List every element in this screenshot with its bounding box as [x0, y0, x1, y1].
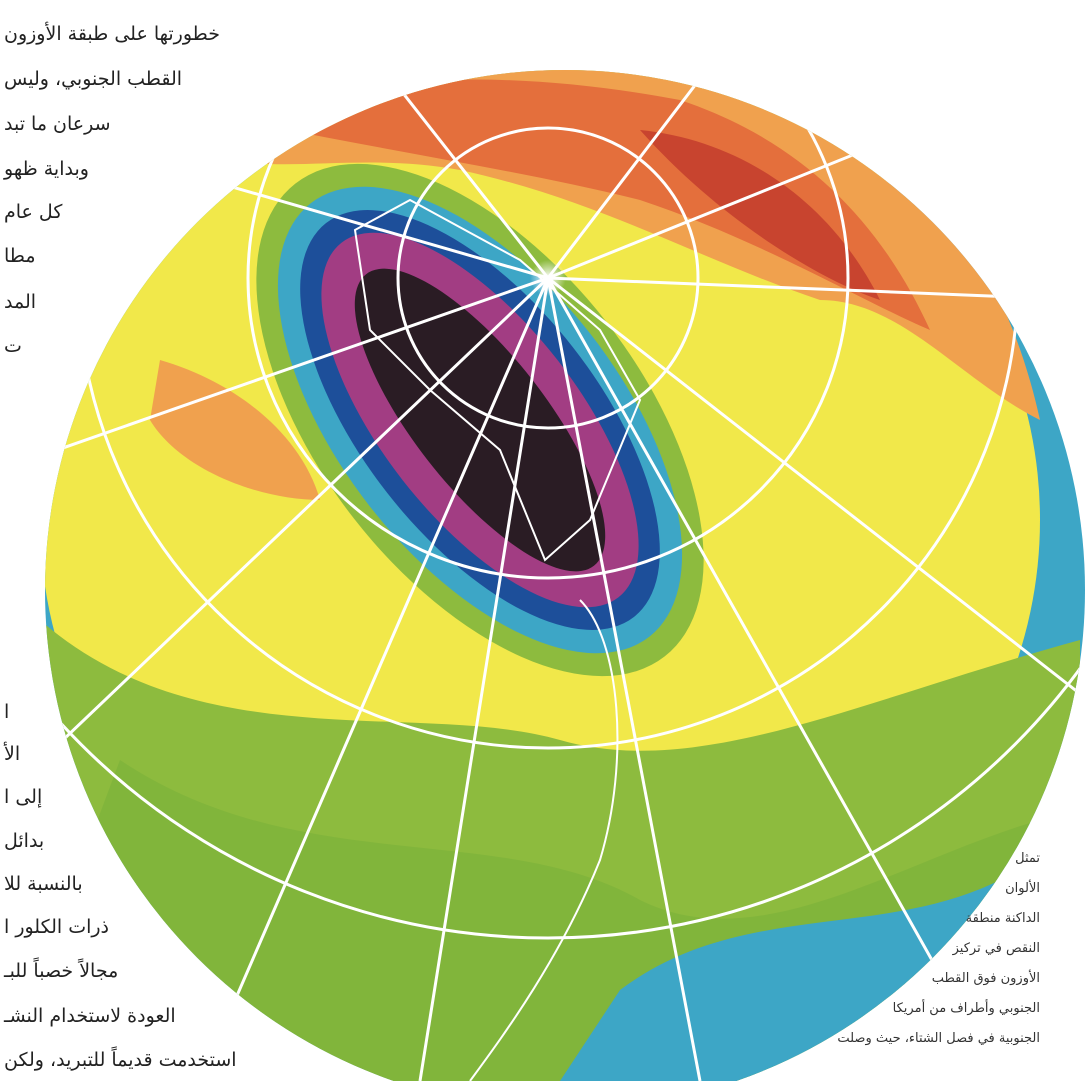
- caption-line: الأوزون فوق القطب: [932, 969, 1040, 986]
- column-line: خطورتها على طبقة الأوزون: [4, 22, 220, 45]
- column-line: ا: [4, 701, 9, 723]
- caption-line: النقص في تركيز: [952, 941, 1040, 956]
- figure-caption: تمثل الألوان الداكنة منطقة النقص في تركيز ال…: [837, 851, 1040, 1046]
- column-line: مطا: [4, 245, 36, 267]
- column-line: الأ: [3, 742, 20, 765]
- column-line: القطب الجنوبي، وليس: [4, 68, 182, 90]
- caption-line: الجنوبية في فصل الشتاء، حيث وصلت: [837, 1031, 1040, 1046]
- caption-line: الداكنة منطقة: [966, 911, 1040, 926]
- column-line: إلى ا: [4, 786, 42, 809]
- column-line: كل عام: [4, 201, 63, 223]
- column-line: بالنسبة للا: [4, 873, 83, 895]
- column-line: ت: [4, 335, 22, 357]
- column-line: وبداية ظهو: [3, 158, 89, 180]
- column-line: ذرات الكلور ا: [4, 916, 109, 938]
- article-column: خطورتها على طبقة الأوزون القطب الجنوبي، و…: [3, 22, 237, 1071]
- column-line: سرعان ما تبد: [4, 113, 111, 135]
- caption-line: الجنوبي وأطراف من أمريكا: [893, 999, 1040, 1016]
- column-line: استخدمت قديماً للتبريد، ولكن: [4, 1046, 237, 1071]
- caption-line: تمثل: [1015, 851, 1040, 866]
- caption-line: الألوان: [1005, 879, 1040, 896]
- column-line: العودة لاستخدام النشـ: [3, 1005, 176, 1027]
- column-line: مجالاً خصباً للبـ: [3, 957, 118, 982]
- column-line: المد: [4, 291, 36, 313]
- column-line: بدائل: [4, 830, 44, 852]
